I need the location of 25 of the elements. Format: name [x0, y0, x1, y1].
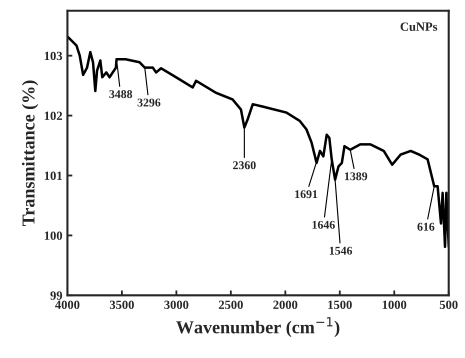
y-tick-label: 102 — [44, 112, 62, 120]
x-tick-label: 3000 — [164, 300, 188, 310]
x-tick-label: 500 — [440, 300, 458, 310]
annotation: 1389 — [344, 172, 368, 180]
y-tick-label: 100 — [44, 231, 62, 240]
annotation: 2360 — [233, 161, 256, 170]
annotation: 1546 — [330, 246, 352, 255]
y-tick-label: 99 — [50, 291, 62, 300]
x-tick-label: 4000 — [55, 300, 80, 310]
x-axis-title: Wavenumber (cm$^{−1}$) — [176, 317, 340, 338]
x-tick-label: 1000 — [382, 300, 406, 310]
line-series — [67, 35, 449, 248]
annotation: 1646 — [312, 220, 335, 229]
x-tick-label: 1500 — [328, 300, 352, 310]
annotation: 3296 — [138, 98, 160, 107]
x-tick-label: 2000 — [273, 300, 298, 310]
annotation: 616 — [417, 222, 434, 231]
y-tick-label: 103 — [44, 52, 62, 60]
y-tick-label: 101 — [44, 172, 62, 180]
y-axis-title: Transmittance (%) — [22, 80, 38, 226]
annotation: 3488 — [109, 90, 132, 98]
x-tick-label: 3500 — [110, 300, 134, 310]
text: CuNPs — [400, 22, 438, 31]
x-tick-label: 2500 — [218, 300, 243, 310]
annotation: 1691 — [295, 190, 318, 198]
